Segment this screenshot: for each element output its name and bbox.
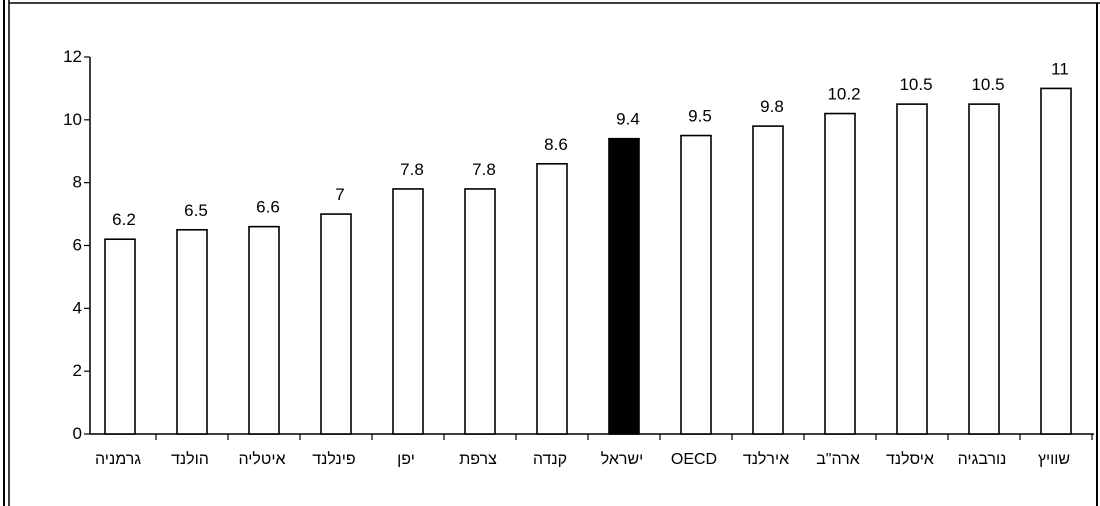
y-tick-label: 10: [63, 110, 82, 129]
category-label: צרפת: [459, 451, 497, 468]
bar: [176, 228, 208, 435]
category-label: שוויץ: [1038, 451, 1070, 468]
bar: [320, 213, 352, 435]
value-label: 7: [335, 185, 344, 204]
category-label: איטליה: [238, 450, 285, 468]
y-tick-label: 4: [73, 298, 82, 317]
category-label: גרמניה: [95, 451, 141, 468]
bar: [968, 103, 1000, 435]
category-label: נורבגיה: [958, 451, 1007, 468]
y-tick-label: 12: [63, 47, 82, 66]
value-label: 9.8: [760, 97, 784, 116]
value-label: 10.2: [827, 85, 860, 104]
value-label: 9.4: [616, 110, 640, 129]
category-label: OECD: [671, 451, 717, 468]
value-label: 10.5: [971, 75, 1004, 94]
bar: [1040, 87, 1072, 435]
bar: [104, 238, 136, 435]
category-label: אירלנד: [743, 450, 789, 468]
value-label: 7.8: [472, 160, 496, 179]
bar: [680, 134, 712, 435]
bar-chart: 0 2 4 6 8 10 12 6.2 גרמניה 6.5 הולנד 6.6 איטליה 7 פינל…: [63, 47, 1094, 468]
bar: [896, 103, 928, 435]
y-tick-label: 6: [73, 236, 82, 255]
category-label: פינלנד: [312, 450, 355, 468]
category-label: קנדה: [533, 451, 567, 468]
bar: [464, 188, 496, 435]
y-tick-label: 8: [73, 173, 82, 192]
category-label: ארה"ב: [816, 451, 860, 468]
bar: [824, 112, 856, 435]
value-label: 7.8: [400, 160, 424, 179]
category-label: ישראל: [601, 450, 644, 468]
value-label: 9.5: [688, 107, 712, 126]
bar: [608, 137, 640, 435]
category-label: יפן: [397, 451, 415, 468]
y-tick-label: 2: [73, 361, 82, 380]
value-label: 6.5: [184, 201, 208, 220]
bar: [248, 225, 280, 435]
value-label: 6.2: [112, 210, 136, 229]
bar: [392, 188, 424, 435]
bar: [752, 125, 784, 435]
value-label: 8.6: [544, 135, 568, 154]
category-label: איסלנד: [886, 450, 934, 468]
value-label: 10.5: [899, 75, 932, 94]
category-label: הולנד: [171, 450, 209, 468]
bar: [536, 163, 568, 435]
y-tick-label: 0: [73, 424, 82, 443]
value-label: 6.6: [256, 198, 280, 217]
value-label: 11: [1051, 59, 1069, 78]
